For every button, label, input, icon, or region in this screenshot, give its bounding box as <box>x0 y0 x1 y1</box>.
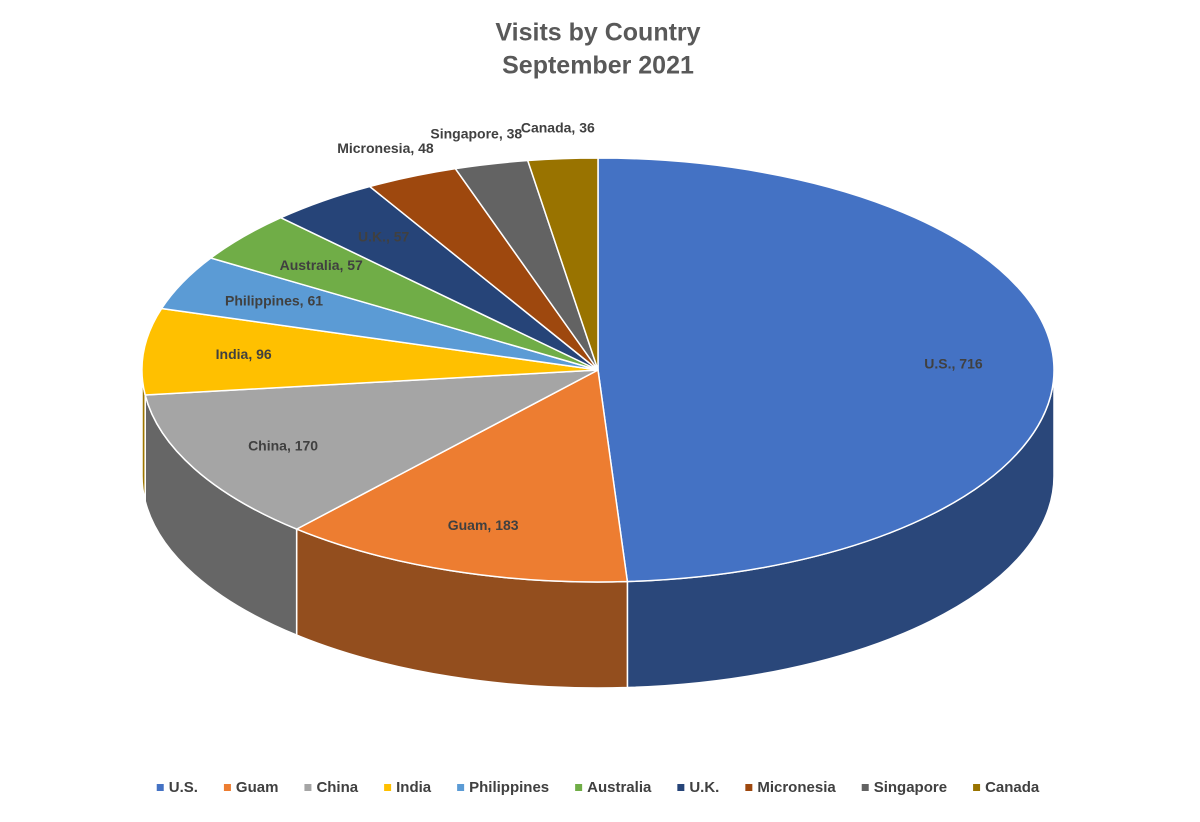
legend-label: Australia <box>587 779 652 796</box>
legend-swatch <box>384 784 392 791</box>
legend-swatch <box>677 784 685 791</box>
data-label: Micronesia, 48 <box>337 140 434 156</box>
legend-label: Micronesia <box>757 779 836 796</box>
legend-swatch <box>973 784 981 791</box>
data-label: U.S., 716 <box>924 355 983 371</box>
legend-label: U.K. <box>689 779 719 796</box>
slice <box>526 157 599 371</box>
legend-swatch <box>156 784 164 791</box>
legend-label: Guam <box>236 779 279 796</box>
slice <box>294 368 629 583</box>
legend-label: Singapore <box>874 779 947 796</box>
slice <box>597 157 1055 583</box>
data-label: Guam, 183 <box>448 517 519 533</box>
slice <box>141 307 599 396</box>
data-label: Philippines, 61 <box>225 292 323 308</box>
legend-label: China <box>316 779 358 796</box>
legend-swatch <box>223 784 231 791</box>
legend-swatch <box>304 784 312 791</box>
data-label: India, 96 <box>216 346 272 362</box>
legend-swatch <box>575 784 583 791</box>
legend-swatch <box>861 784 869 791</box>
legend-label: India <box>396 779 432 796</box>
legend-swatch <box>745 784 753 791</box>
data-label: Australia, 57 <box>280 257 363 273</box>
legend-label: Canada <box>985 779 1040 796</box>
legend-label: U.S. <box>169 779 198 796</box>
chart-title: Visits by Country <box>495 19 700 47</box>
legend-swatch <box>457 784 465 791</box>
data-label: Singapore, 38 <box>430 126 522 142</box>
slice <box>144 369 599 530</box>
legend-label: Philippines <box>469 779 549 796</box>
data-label: U.K., 57 <box>358 229 410 245</box>
data-label: Canada, 36 <box>521 120 595 136</box>
chart-subtitle: September 2021 <box>502 52 694 80</box>
data-label: China, 170 <box>248 438 318 454</box>
